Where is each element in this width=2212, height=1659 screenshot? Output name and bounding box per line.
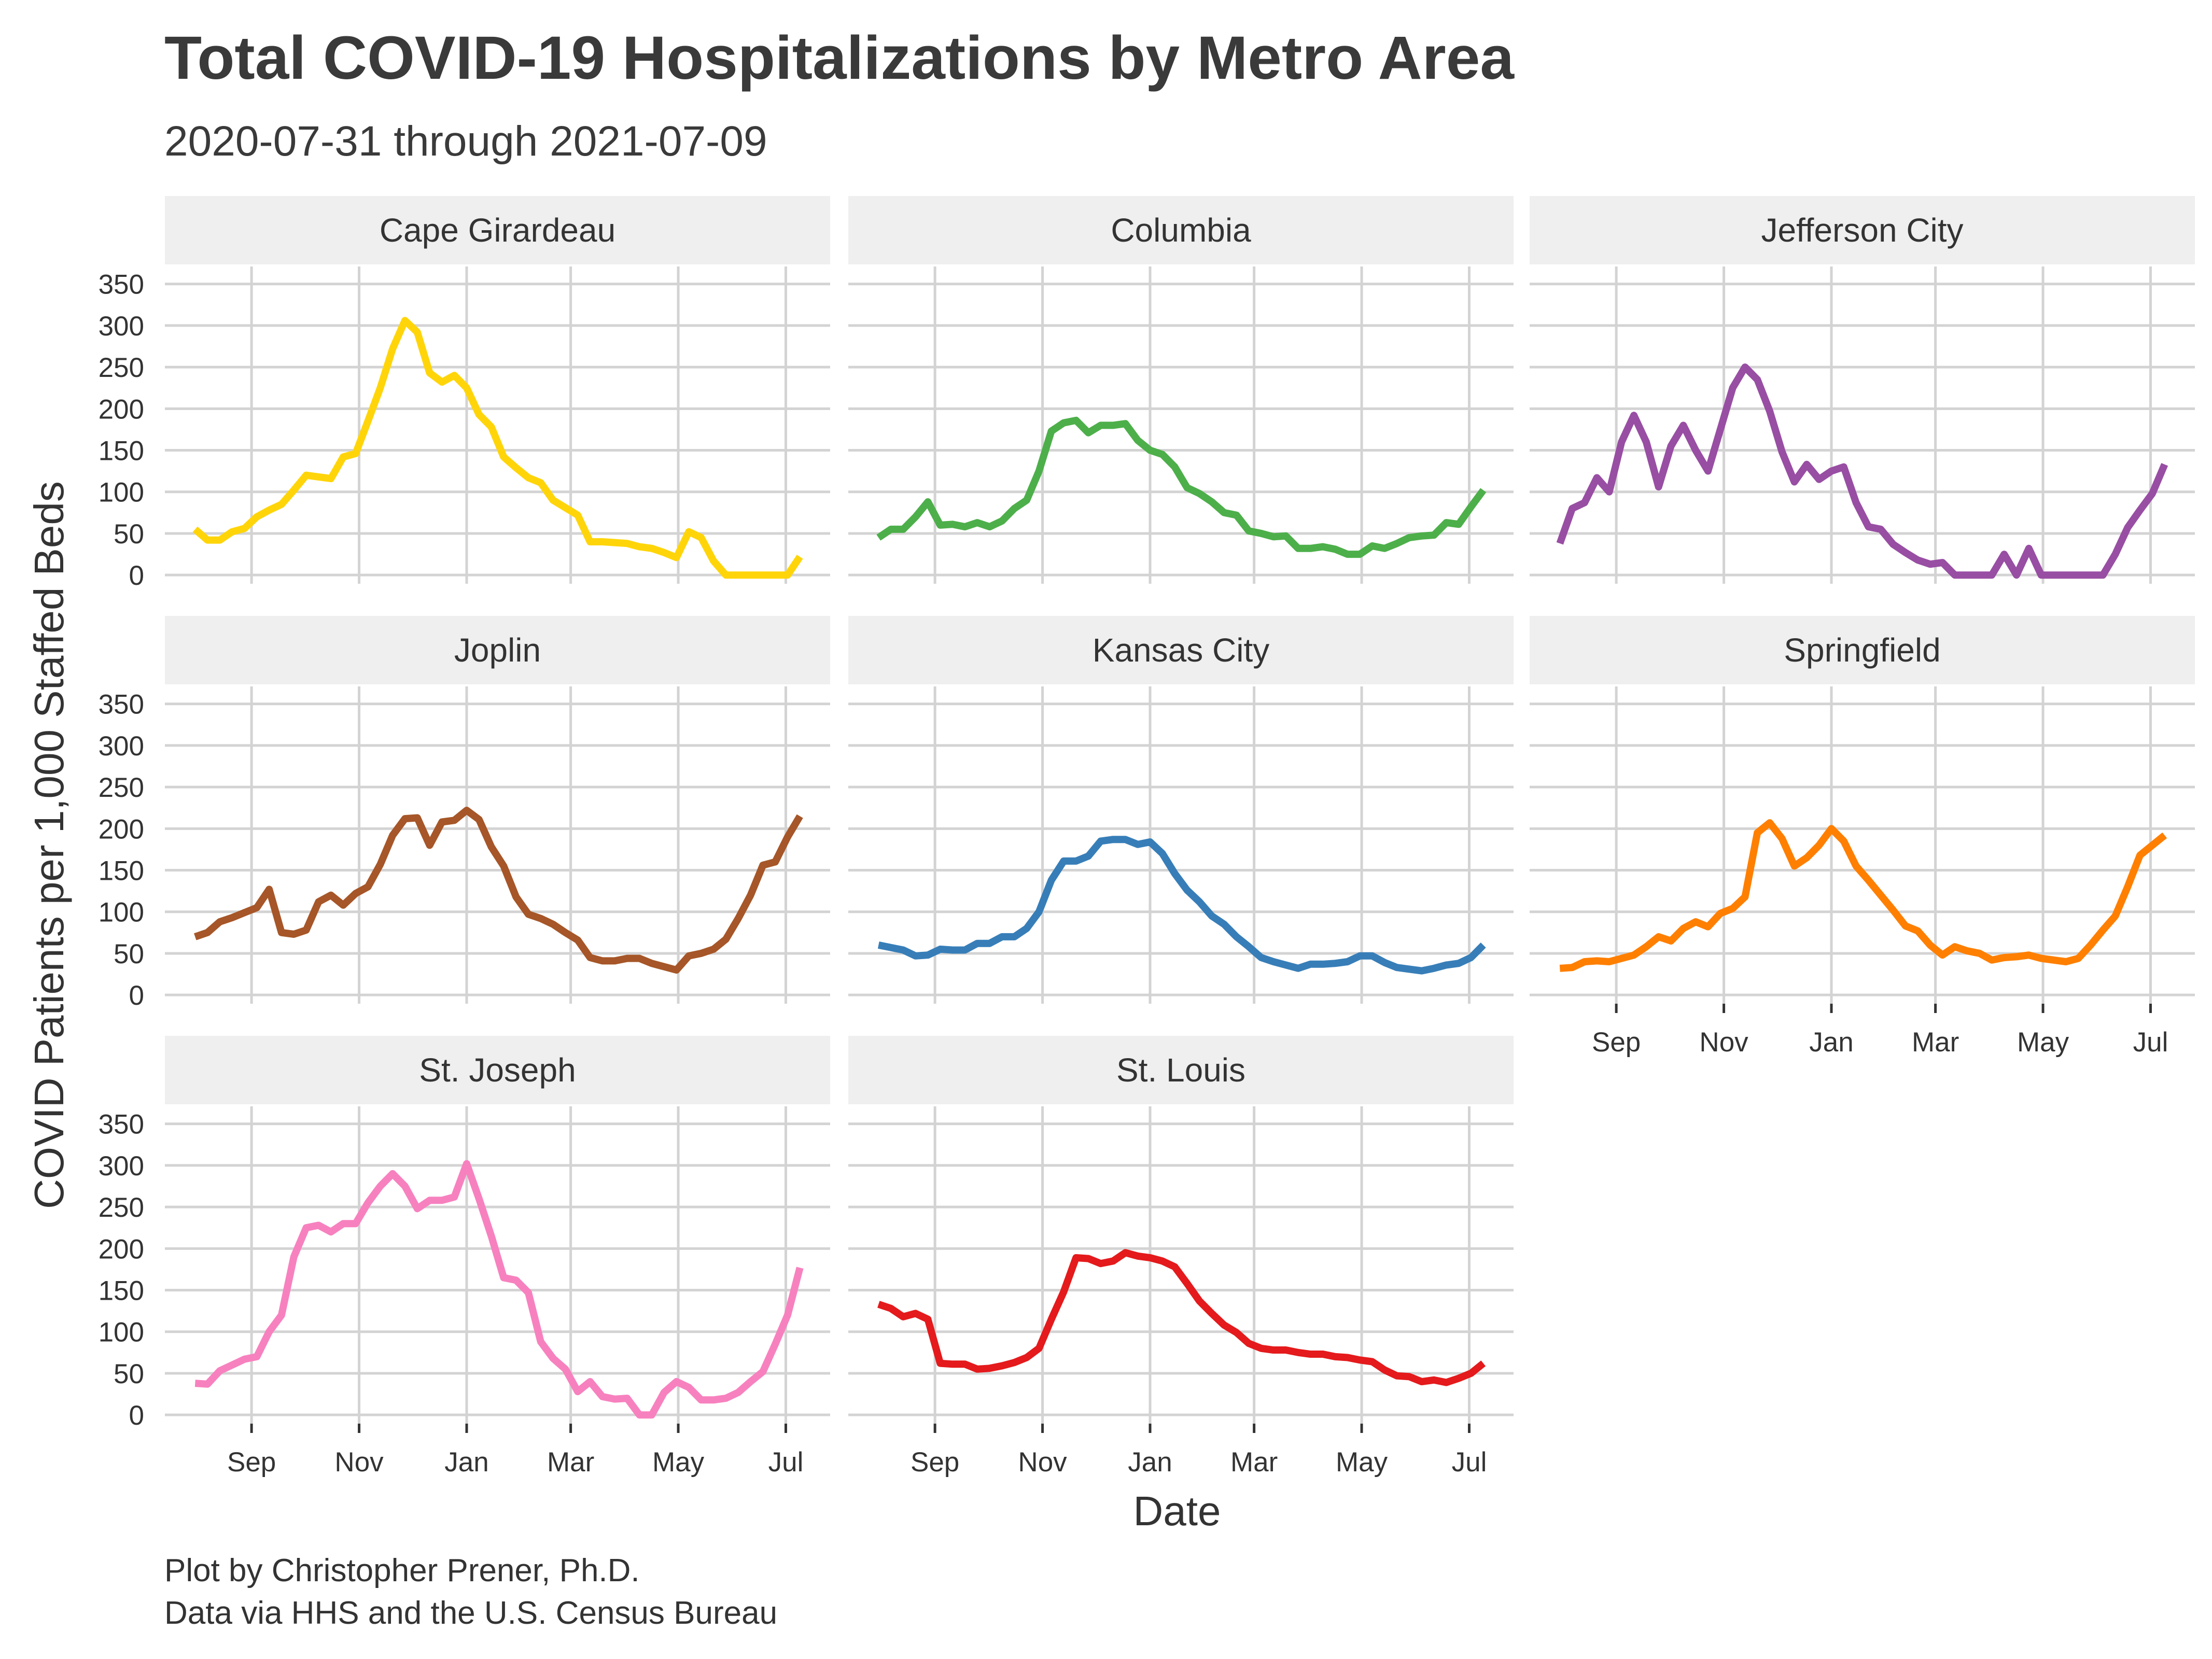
x-tick-label: Sep: [227, 1447, 276, 1478]
x-tick-label: Jan: [444, 1447, 488, 1478]
x-tick-label: Nov: [1018, 1447, 1067, 1478]
strip-cape-girardeau: [165, 196, 830, 264]
x-tick-label: May: [1336, 1447, 1388, 1478]
y-tick-label: 200: [99, 814, 144, 845]
strip-jefferson-city: [1530, 196, 2195, 264]
x-tick-label: Sep: [911, 1447, 959, 1478]
strip-st-louis: [848, 1036, 1514, 1104]
caption-line-1: Plot by Christopher Prener, Ph.D.: [164, 1553, 640, 1588]
y-tick-label: 300: [99, 311, 144, 342]
y-tick-label: 50: [114, 519, 144, 550]
y-tick-label: 350: [99, 270, 144, 300]
chart-subtitle: 2020-07-31 through 2021-07-09: [164, 118, 767, 165]
strip-label-cape-girardeau: Cape Girardeau: [380, 212, 615, 249]
series-line-columbia: [876, 416, 1487, 558]
series-line-st-louis: [877, 1249, 1486, 1386]
strip-label-st-louis: St. Louis: [1116, 1051, 1245, 1089]
strip-label-jefferson-city: Jefferson City: [1761, 212, 1963, 249]
y-tick-label: 250: [99, 353, 144, 383]
x-axis-title: Date: [1133, 1488, 1221, 1534]
y-tick-label: 150: [99, 436, 144, 467]
strip-springfield: [1530, 616, 2195, 684]
x-tick-label: May: [2017, 1027, 2069, 1058]
series-line-st-joseph: [194, 1160, 804, 1419]
series-line-springfield: [1559, 819, 2167, 972]
y-tick-label: 150: [99, 856, 144, 887]
x-tick-label: Jan: [1809, 1027, 1853, 1058]
series-line-kansas-city: [877, 836, 1486, 975]
y-axis-title: COVID Patients per 1,000 Staffed Beds: [26, 481, 72, 1209]
x-tick-label: Nov: [334, 1447, 384, 1478]
x-tick-label: Nov: [1699, 1027, 1748, 1058]
strip-label-st-joseph: St. Joseph: [419, 1051, 576, 1089]
strip-label-joplin: Joplin: [454, 631, 541, 669]
y-tick-label: 200: [99, 394, 144, 425]
y-tick-label: 0: [129, 980, 144, 1011]
strip-label-columbia: Columbia: [1111, 212, 1251, 249]
x-tick-label: Jul: [768, 1447, 804, 1478]
strip-kansas-city: [848, 616, 1514, 684]
chart-title: Total COVID-19 Hospitalizations by Metro…: [164, 24, 1515, 92]
y-tick-label: 300: [99, 731, 144, 762]
y-tick-label: 100: [99, 477, 144, 508]
x-tick-label: Jan: [1128, 1447, 1172, 1478]
y-tick-label: 300: [99, 1151, 144, 1182]
x-tick-label: Mar: [1912, 1027, 1959, 1058]
x-tick-label: Mar: [1230, 1447, 1278, 1478]
x-tick-label: May: [652, 1447, 705, 1478]
y-tick-label: 0: [129, 560, 144, 591]
y-tick-label: 50: [114, 1359, 144, 1389]
x-tick-label: Jul: [1452, 1447, 1487, 1478]
x-tick-label: Sep: [1592, 1027, 1641, 1058]
y-tick-label: 350: [99, 690, 144, 720]
facet-panels: Cape Girardeau 0 50 100 150 200 250 300 350 Colum…: [99, 196, 2195, 1478]
x-tick-label: Mar: [547, 1447, 594, 1478]
y-tick-label: 100: [99, 897, 144, 928]
strip-label-kansas-city: Kansas City: [1093, 631, 1269, 669]
x-tick-label: Jul: [2133, 1027, 2168, 1058]
caption-line-2: Data via HHS and the U.S. Census Bureau: [164, 1595, 777, 1631]
y-tick-label: 100: [99, 1317, 144, 1348]
y-tick-label: 250: [99, 772, 144, 803]
series-line-jefferson-city: [1556, 363, 2168, 579]
y-tick-label: 0: [129, 1400, 144, 1431]
series-line-joplin: [194, 807, 803, 974]
strip-label-springfield: Springfield: [1784, 631, 1940, 669]
strip-st-joseph: [165, 1036, 830, 1104]
series-line-cape-girardeau: [192, 317, 803, 579]
y-tick-label: 350: [99, 1109, 144, 1140]
y-tick-label: 200: [99, 1234, 144, 1264]
y-tick-label: 50: [114, 939, 144, 969]
y-tick-label: 150: [99, 1276, 144, 1306]
strip-joplin: [165, 616, 830, 684]
strip-columbia: [848, 196, 1514, 264]
y-tick-label: 250: [99, 1192, 144, 1223]
